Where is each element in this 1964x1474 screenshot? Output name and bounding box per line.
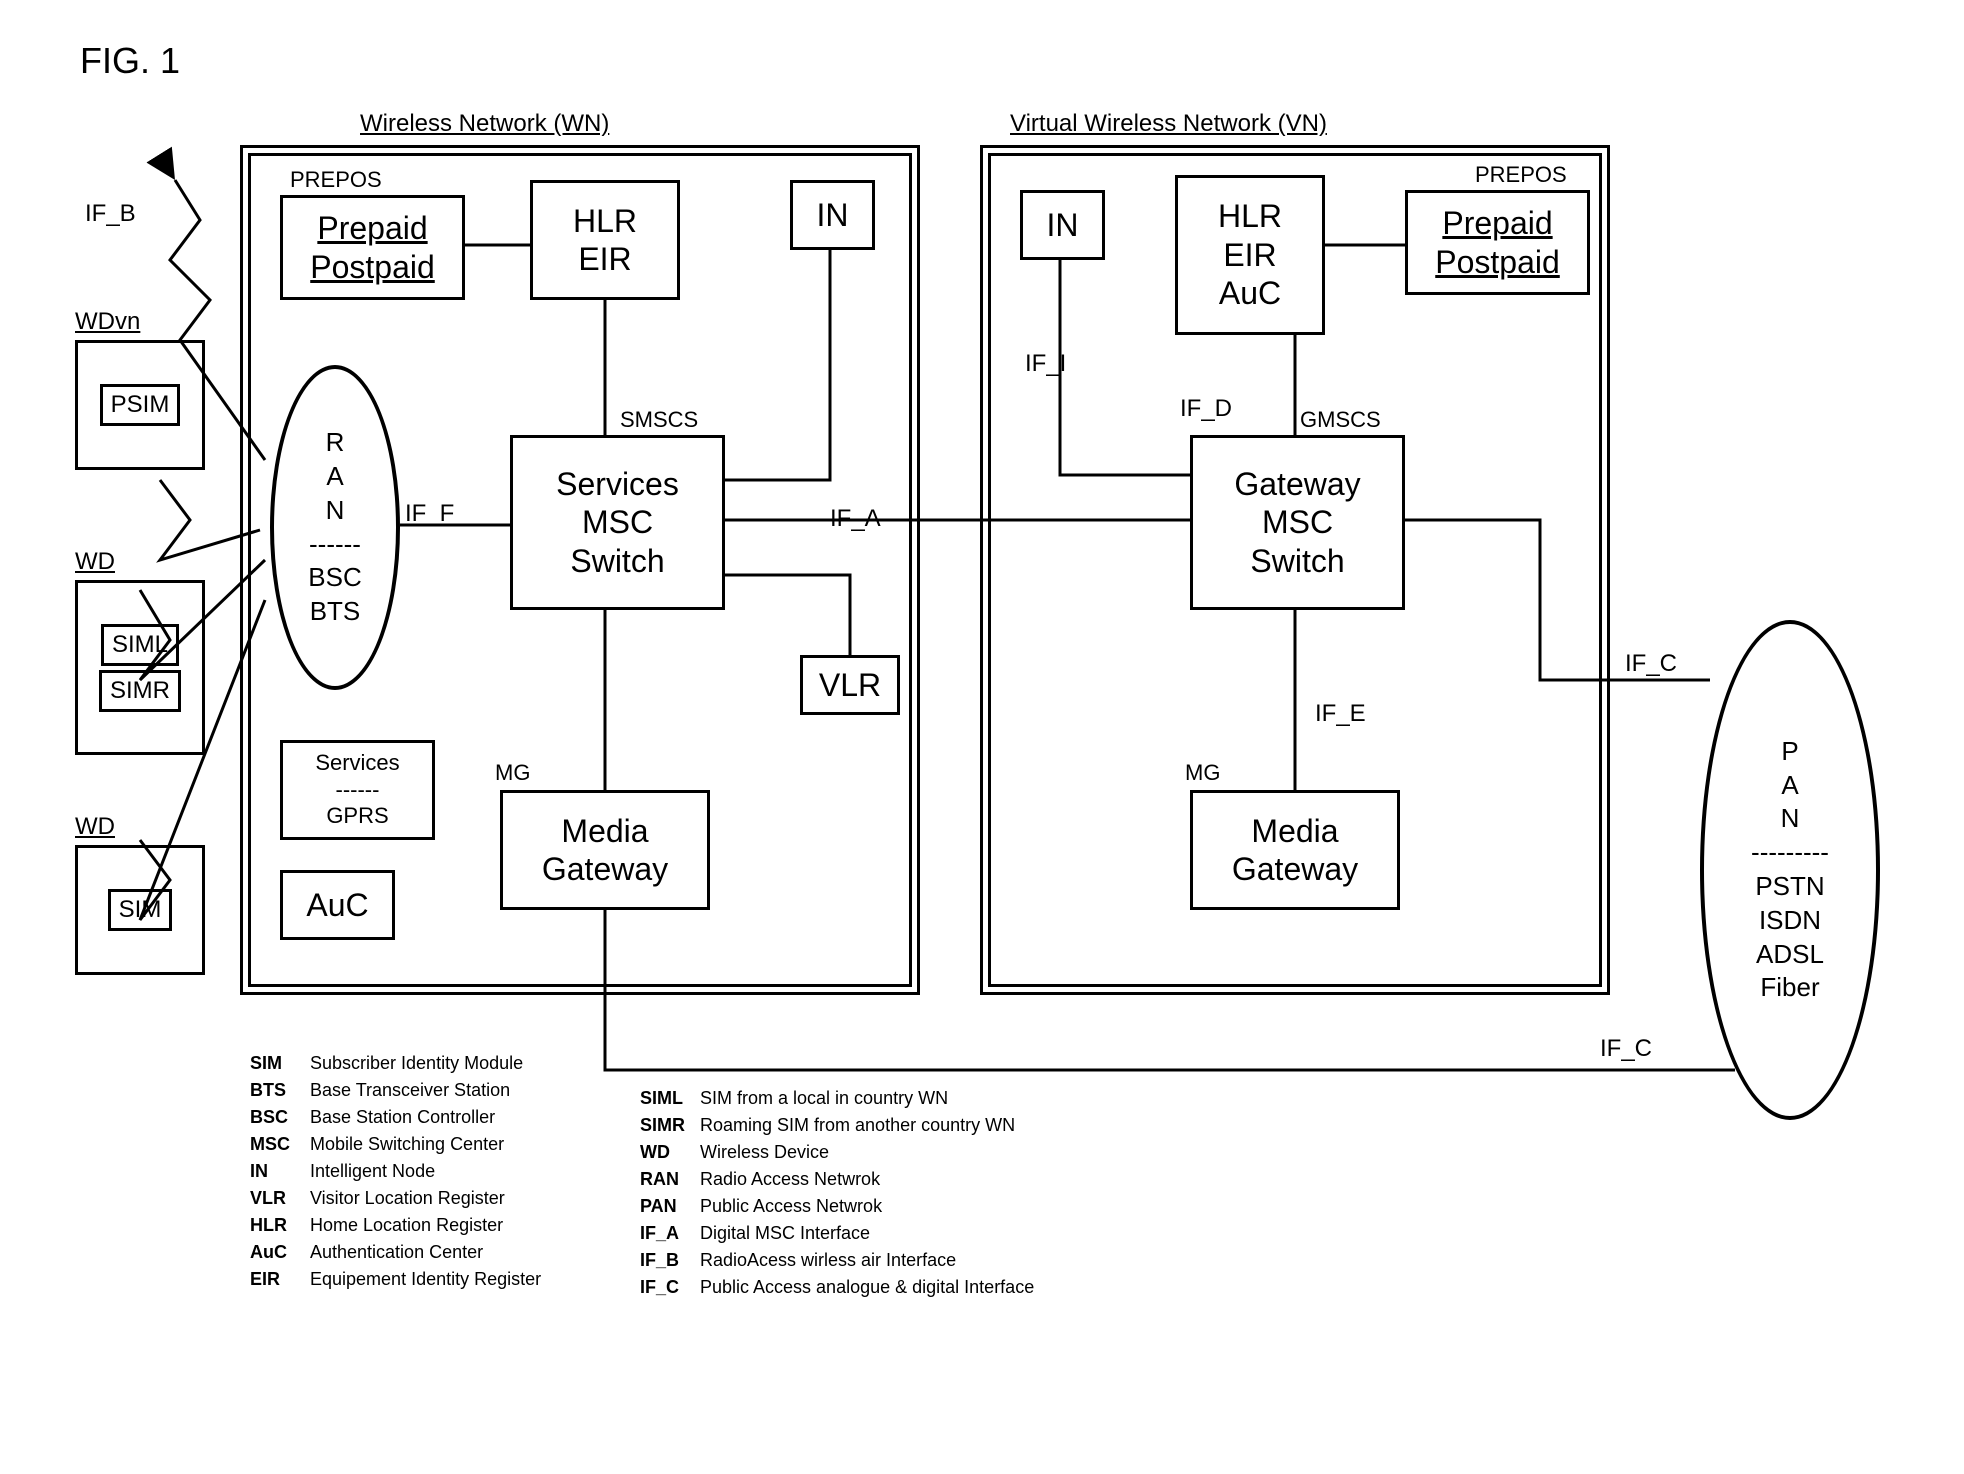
wn-smscs-box: ServicesMSCSwitch	[510, 435, 725, 610]
wd2-label: WD	[75, 813, 115, 841]
wn-smscs-label: SMSCS	[620, 407, 698, 433]
sim-chip: SIM	[108, 889, 173, 931]
wd2-device: SIM	[75, 845, 205, 975]
vn-prepos-label: PREPOS	[1475, 162, 1567, 188]
vn-mg-label: MG	[1185, 760, 1220, 786]
if-i-label: IF_I	[1025, 350, 1066, 378]
wn-vlr-box: VLR	[800, 655, 900, 715]
vn-prepos-box: PrepaidPostpaid	[1405, 190, 1590, 295]
vn-title: Virtual Wireless Network (VN)	[1010, 110, 1327, 138]
vn-in-box: IN	[1020, 190, 1105, 260]
wn-hlr-eir-box: HLREIR	[530, 180, 680, 300]
vn-mg-box: MediaGateway	[1190, 790, 1400, 910]
siml-chip: SIML	[101, 624, 179, 666]
if-a-label: IF_A	[830, 505, 881, 533]
wdvn-device: PSIM	[75, 340, 205, 470]
simr-chip: SIMR	[99, 670, 181, 712]
wn-mg-label: MG	[495, 760, 530, 786]
wn-prepos-label: PREPOS	[290, 167, 382, 193]
legend-col1: SIMSubscriber Identity ModuleBTSBase Tra…	[250, 1050, 541, 1293]
ran-ellipse: RAN------BSCBTS	[270, 365, 400, 690]
wn-auc-box: AuC	[280, 870, 395, 940]
pan-ellipse: PAN---------PSTNISDNADSLFiber	[1700, 620, 1880, 1120]
wn-services-box: Services------GPRS	[280, 740, 435, 840]
wn-title: Wireless Network (WN)	[360, 110, 609, 138]
vn-gmscs-label: GMSCS	[1300, 407, 1381, 433]
psim-chip: PSIM	[100, 384, 181, 426]
wd1-label: WD	[75, 548, 115, 576]
wd1-device: SIML SIMR	[75, 580, 205, 755]
wn-prepos-box: PrepaidPostpaid	[280, 195, 465, 300]
legend-col2: SIMLSIM from a local in country WNSIMRRo…	[640, 1085, 1034, 1301]
wn-mg-box: MediaGateway	[500, 790, 710, 910]
if-e-label: IF_E	[1315, 700, 1366, 728]
if-f-label: IF_F	[405, 500, 454, 528]
if-c-label-bot: IF_C	[1600, 1035, 1652, 1063]
if-d-label: IF_D	[1180, 395, 1232, 423]
if-b-label: IF_B	[85, 200, 136, 228]
wn-in-box: IN	[790, 180, 875, 250]
wdvn-label: WDvn	[75, 308, 140, 336]
figure-title: FIG. 1	[80, 40, 180, 82]
vn-gmscs-box: GatewayMSCSwitch	[1190, 435, 1405, 610]
if-c-label-top: IF_C	[1625, 650, 1677, 678]
vn-hlr-box: HLREIRAuC	[1175, 175, 1325, 335]
